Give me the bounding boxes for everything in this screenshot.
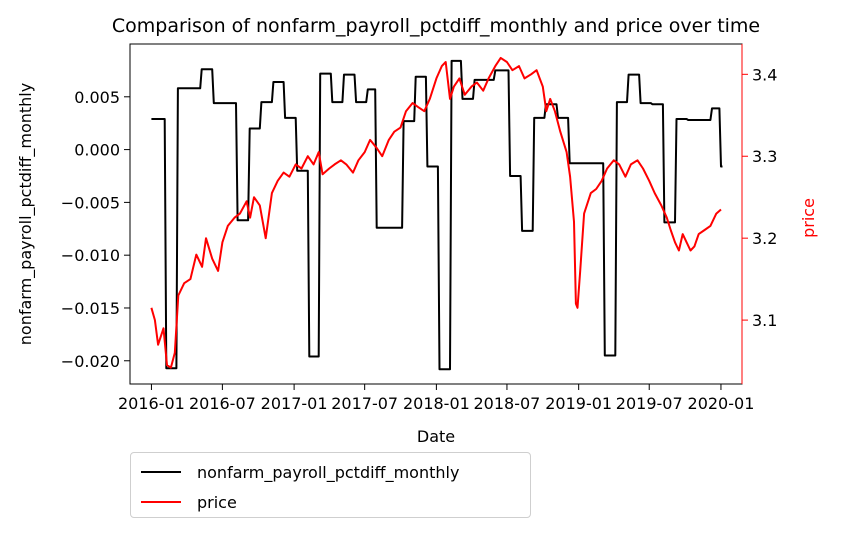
x-tick-label: 2016-07 — [189, 394, 256, 413]
y-left-tick-label: −0.005 — [61, 193, 120, 212]
plot-frame — [129, 43, 743, 385]
x-tick-label: 2016-01 — [118, 394, 185, 413]
x-tick-label: 2020-01 — [688, 394, 755, 413]
y-right-axis-label: price — [799, 198, 818, 238]
y-right-axis-ticks: 3.1 3.2 3.3 3.4 — [742, 65, 777, 330]
series-line-nonfarm — [151, 59, 723, 371]
x-axis-ticks: 2016-01 2016-07 2017-01 2017-07 2018-01 2018-… — [118, 384, 754, 413]
y-left-axis-label: nonfarm_payroll_pctdiff_monthly — [16, 83, 36, 345]
y-left-axis-ticks: 0.005 0.000 −0.005 −0.010 −0.015 −0.020 — [61, 88, 130, 371]
y-right-tick-label: 3.3 — [752, 147, 777, 166]
x-tick-label: 2019-01 — [545, 394, 612, 413]
x-tick-label: 2018-07 — [474, 394, 541, 413]
legend-swatch-nonfarm — [141, 471, 181, 473]
legend-label-price: price — [197, 492, 237, 512]
plot-axes — [129, 43, 743, 385]
y-left-tick-label: 0.000 — [74, 141, 120, 160]
y-left-tick-label: −0.020 — [61, 352, 120, 371]
y-left-tick-label: −0.015 — [61, 299, 120, 318]
x-axis-label: Date — [417, 427, 455, 446]
y-right-tick-label: 3.1 — [752, 311, 777, 330]
legend-item-nonfarm: nonfarm_payroll_pctdiff_monthly — [141, 461, 459, 483]
x-tick-label: 2017-01 — [261, 394, 328, 413]
chart-title: Comparison of nonfarm_payroll_pctdiff_mo… — [112, 15, 760, 37]
legend-label-nonfarm: nonfarm_payroll_pctdiff_monthly — [197, 462, 460, 482]
y-right-tick-label: 3.4 — [752, 65, 777, 84]
legend-swatch-price — [141, 501, 181, 503]
y-left-tick-label: 0.005 — [74, 88, 120, 107]
x-tick-label: 2018-01 — [403, 394, 470, 413]
y-right-tick-label: 3.2 — [752, 229, 777, 248]
y-left-tick-label: −0.010 — [61, 246, 120, 265]
series-line-price — [150, 56, 722, 369]
x-tick-label: 2017-07 — [331, 394, 398, 413]
series-layer — [150, 56, 723, 371]
x-tick-label: 2019-07 — [616, 394, 683, 413]
legend-item-price: price — [141, 491, 237, 513]
chart-legend: nonfarm_payroll_pctdiff_monthly price — [130, 452, 531, 518]
